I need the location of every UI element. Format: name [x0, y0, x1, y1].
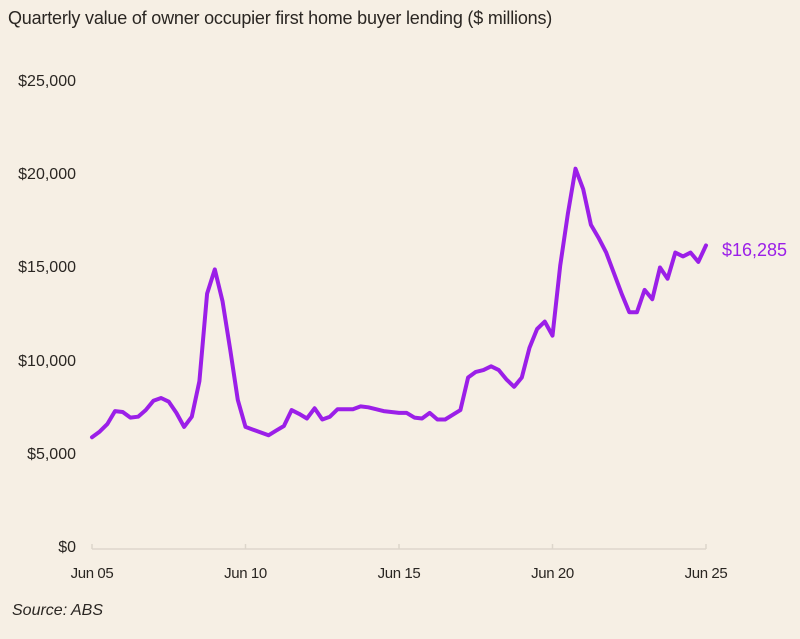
- y-tick-label: $20,000: [18, 166, 76, 184]
- y-tick-label: $5,000: [27, 445, 76, 463]
- x-tick-label: Jun 25: [684, 565, 728, 582]
- series-line-first-home-buyer-lending: [90, 166, 708, 440]
- x-axis-ticks: [91, 544, 707, 549]
- latest-value-label: $16,285: [722, 240, 788, 260]
- source-note: Source: ABS: [12, 602, 104, 619]
- chart-title: Quarterly value of owner occupier first …: [8, 8, 553, 28]
- y-tick-label: $10,000: [18, 352, 76, 370]
- x-tick-label: Jun 20: [531, 565, 574, 582]
- y-tick-label: $0: [58, 539, 76, 556]
- x-tick-label: Jun 10: [224, 565, 267, 582]
- y-tick-label: $25,000: [18, 73, 76, 90]
- y-tick-label: $15,000: [18, 259, 76, 277]
- x-tick-label: Jun 05: [70, 565, 114, 582]
- x-tick-label: Jun 15: [377, 565, 421, 582]
